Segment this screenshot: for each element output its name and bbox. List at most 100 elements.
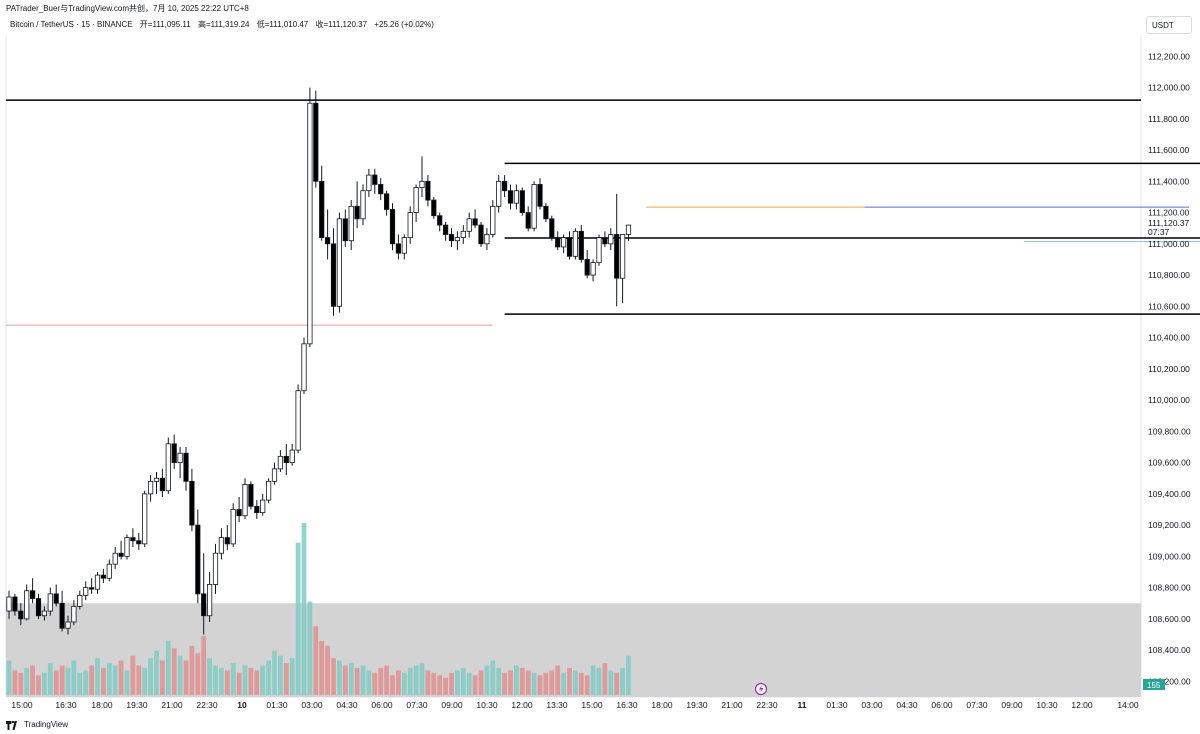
price-tick-label: 112,200.00 [1148,51,1190,61]
candle-body [448,234,455,242]
chart-title: PATrader_Buer与TradingView.com共创，7月 10, 2… [6,4,249,13]
price-tick-label: 108,600.00 [1148,614,1191,624]
candle-body [201,593,207,617]
candle-body [77,595,83,607]
volume-bar [189,645,195,695]
volume-bar [53,670,59,695]
volume-bar [6,660,12,695]
volume-bar [89,665,94,695]
volume-bar [390,675,395,695]
volume-bar [313,626,319,695]
candle-body [584,259,590,276]
candle-body [277,455,284,470]
candle-body [195,524,201,595]
volume-bar [101,667,106,695]
time-tick-label: 01:30 [826,700,848,710]
volume-bar [207,658,212,695]
time-tick-label: 04:30 [896,700,918,710]
candle-body [419,180,425,188]
price-tick-label: 111,800.00 [1148,114,1190,124]
time-tick-label: 06:00 [931,700,953,710]
candle-body [354,205,360,220]
candle-body [490,205,496,235]
candle-body [313,102,319,182]
volume-bar [543,672,549,695]
volume-bar [360,665,366,695]
volume-bar [289,658,295,695]
time-tick-label: 14:00 [1117,700,1139,710]
candle-body [265,480,272,501]
candle-body [342,218,348,242]
candle-body [378,184,384,195]
symbol-label[interactable]: Bitcoin / TetherUS · 15 · BINANCE [10,20,133,29]
volume-bar [183,660,189,695]
volume-bar [590,665,596,695]
close-value: 收=111,120.37 [315,20,368,29]
lightning-bolt-icon [759,685,764,693]
candle-body [301,343,307,392]
volume-bar [525,670,531,695]
price-tick-label: 110,400.00 [1148,333,1190,343]
candle-body [260,499,266,514]
brand-footer[interactable]: TradingView [6,718,68,732]
volume-bar [136,665,142,695]
volume-bar [608,670,614,695]
time-tick-label: 22:30 [756,700,778,710]
time-tick-label: 16:30 [55,700,77,710]
volume-bar [384,665,389,695]
volume-bar [425,670,431,695]
candle-body [549,218,555,238]
candle-body [29,590,36,599]
change-value: +25.26 (+0.02%) [374,20,434,29]
volume-bar [171,648,177,695]
price-tick-label: 110,800.00 [1148,270,1190,280]
candle-body [47,593,53,612]
volume-badge-label: 155 [1147,681,1161,690]
candle-body [89,587,95,590]
candle-body [106,563,112,579]
volume-bar [490,660,496,695]
volume-bar [177,655,183,695]
price-tick-label: 109,400.00 [1148,489,1191,499]
candle-body [372,174,378,185]
time-tick-label: 13:30 [546,700,568,710]
candle-body [159,477,165,492]
currency-selector[interactable]: USDT [1146,16,1192,34]
price-tick-label: 110,000.00 [1148,395,1190,405]
candle-body [431,199,437,217]
candle-body [555,237,561,248]
candle-body [248,484,254,507]
candle-body [383,193,390,210]
time-tick-label: 03:00 [861,700,883,710]
volume-bar [602,663,608,695]
volume-bar [36,675,41,695]
candle-body [319,180,325,238]
ohlc-legend: Bitcoin / TetherUS · 15 · BINANCE 开=111,… [10,17,439,33]
volume-bar [331,658,336,695]
candle-body [171,443,177,464]
candle-body [6,596,12,612]
time-tick-label: 10:30 [476,700,498,710]
candle-body [212,552,219,585]
volume-badge-bg [1143,679,1165,690]
volume-bar [42,672,47,695]
volume-bar [508,670,513,695]
open-value: 开=111,095.11 [139,20,191,29]
time-tick-label: 19:30 [126,700,148,710]
volume-bar [65,667,71,695]
time-tick-label: 15:00 [11,700,33,710]
candle-body [177,452,183,464]
volume-bar [472,675,478,695]
volume-bar [260,665,266,695]
candle-body [236,509,242,517]
volume-bar [407,667,413,695]
volume-bar [555,665,561,695]
volume-bar [578,672,584,695]
candle-body [295,390,301,451]
volume-bar [531,672,537,695]
time-tick-label: 12:00 [511,700,533,710]
volume-bar [319,640,325,695]
candle-body [484,234,490,245]
candle-body [401,237,407,254]
